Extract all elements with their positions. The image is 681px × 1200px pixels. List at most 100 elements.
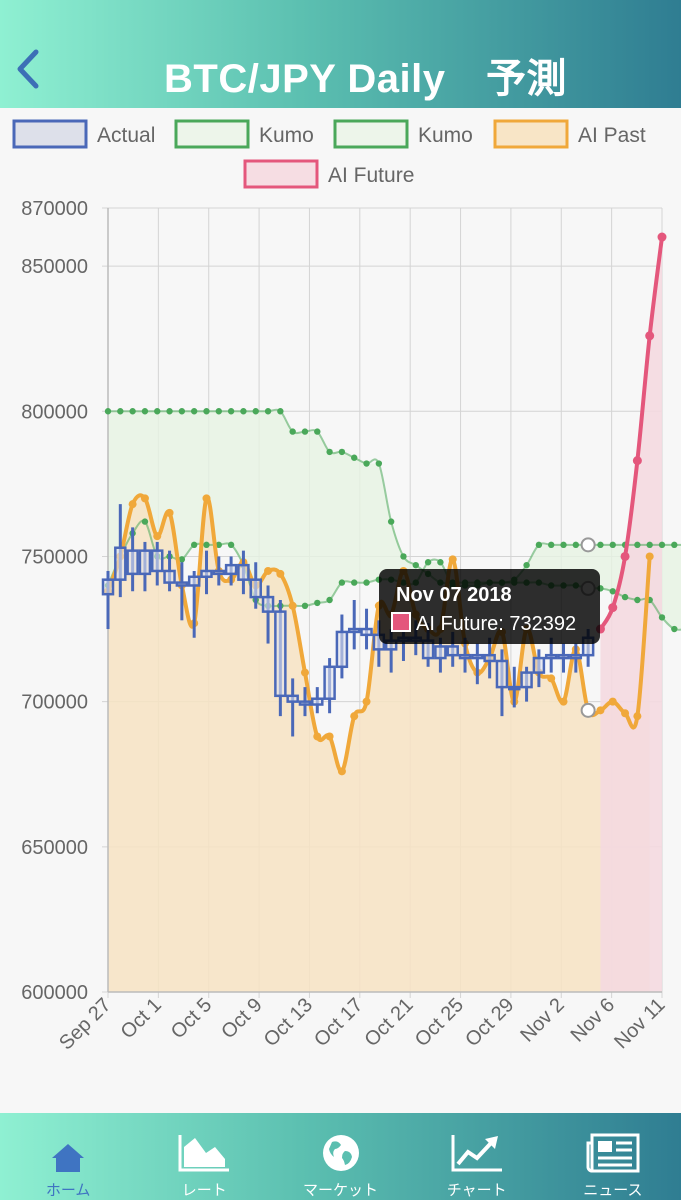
y-tick-label: 700000 (21, 692, 88, 714)
y-tick-label: 650000 (21, 837, 88, 859)
candle (150, 541, 164, 586)
candle (261, 585, 275, 644)
ai-past-point (337, 767, 346, 776)
ai-future-point (645, 331, 655, 341)
legend-label: Kumo (418, 124, 473, 147)
candle-body (508, 685, 521, 691)
candle (200, 550, 213, 595)
candle-body (557, 653, 570, 660)
ai-past-point (140, 494, 149, 503)
candle-body (286, 694, 299, 703)
legend-swatch (493, 119, 569, 149)
ai-past-point (165, 508, 174, 517)
tooltip-title: Nov 07 2018 (396, 584, 512, 606)
chart-legend: Actual Kumo Kumo AI Past AI Future (12, 119, 646, 189)
ai-past-point (448, 555, 457, 564)
tooltip-box (379, 569, 600, 644)
legend-swatch (243, 159, 319, 189)
candle-body (471, 653, 484, 660)
ai-future-point (608, 603, 618, 613)
candle (520, 666, 533, 702)
x-tick-label: Oct 5 (167, 994, 216, 1043)
ai-past-point (313, 732, 322, 741)
tab-chart[interactable]: チャート (409, 1113, 545, 1200)
candle (126, 527, 139, 592)
price-chart[interactable]: Actual Kumo Kumo AI Past AI Future 870000 8500… (0, 108, 681, 1113)
ai-past-point (547, 674, 556, 683)
legend-item: AI Future (243, 159, 414, 189)
legend-swatch (333, 119, 409, 149)
candle-body (323, 665, 336, 700)
back-chevron-icon[interactable] (12, 46, 46, 92)
ai-past-point (153, 532, 162, 541)
x-tick-label: Oct 21 (360, 994, 417, 1051)
legend-swatch (174, 119, 250, 149)
candle-body (298, 700, 312, 706)
candle-body (532, 656, 546, 674)
ai-past-point (645, 552, 654, 561)
candle-body (544, 653, 558, 660)
candle-body (114, 546, 127, 581)
candle (360, 608, 373, 650)
chart-area[interactable]: Actual Kumo Kumo AI Past AI Future 870000 8500… (0, 108, 681, 1113)
x-tick-label: Oct 17 (310, 994, 367, 1051)
newspaper-icon (586, 1133, 640, 1173)
ai-past-point (559, 697, 568, 706)
ai-future-area (600, 237, 662, 992)
ai-past-point (325, 732, 334, 741)
candle (483, 637, 496, 679)
ai-past-point (362, 697, 371, 706)
legend-label: AI Past (578, 124, 646, 147)
x-tick-label: Nov 2 (516, 994, 569, 1047)
tab-news[interactable]: ニュース (545, 1113, 681, 1200)
candle (237, 550, 250, 595)
candle-body (458, 653, 472, 660)
candle-body (569, 653, 583, 660)
tab-market[interactable]: マーケット (272, 1113, 408, 1200)
candle-body (126, 549, 139, 576)
page-title: BTC/JPY Daily 予測 (164, 57, 567, 101)
ai-past-point (350, 712, 359, 721)
legend-item: Kumo (333, 119, 473, 149)
candle-body (163, 569, 176, 584)
x-tick-label: Nov 11 (610, 994, 669, 1053)
tab-home[interactable]: ホーム (0, 1113, 136, 1200)
app-header: BTC/JPY Daily 予測 (0, 0, 681, 108)
tab-rate[interactable]: レート (136, 1113, 272, 1200)
hover-marker (580, 702, 596, 718)
candle (557, 643, 570, 673)
ai-past-point (276, 569, 285, 578)
candle-body (483, 653, 496, 663)
candle (224, 556, 238, 586)
home-icon (52, 1144, 85, 1172)
candle-body (434, 645, 447, 660)
candle (298, 687, 312, 717)
legend-item: Actual (12, 119, 155, 149)
x-tick-label: Oct 1 (117, 994, 166, 1043)
legend-item: Kumo (174, 119, 314, 149)
tab-market-label: マーケット (303, 1181, 379, 1199)
tooltip-swatch (391, 612, 411, 632)
legend-label: Kumo (259, 124, 314, 147)
legend-item: AI Past (493, 119, 646, 149)
tab-news-label: ニュース (583, 1181, 643, 1199)
area-chart-icon (178, 1135, 230, 1172)
candle (335, 614, 349, 679)
hover-marker (580, 537, 596, 553)
candle (114, 504, 127, 598)
ai-past-point (633, 712, 642, 721)
candle-body (520, 671, 533, 689)
candle (323, 658, 336, 714)
candle (212, 556, 226, 586)
candle-body (175, 581, 189, 587)
ai-past-point (202, 494, 211, 503)
y-tick-label: 750000 (21, 546, 88, 568)
tab-rate-label: レート (181, 1181, 227, 1199)
candle-body (237, 563, 250, 581)
candle (532, 649, 546, 688)
candle-body (347, 627, 361, 634)
tab-chart-label: チャート (446, 1181, 507, 1199)
tooltip: Nov 07 2018 AI Future: 732392 (379, 569, 600, 644)
candle-body (261, 595, 275, 613)
candle (495, 649, 509, 717)
